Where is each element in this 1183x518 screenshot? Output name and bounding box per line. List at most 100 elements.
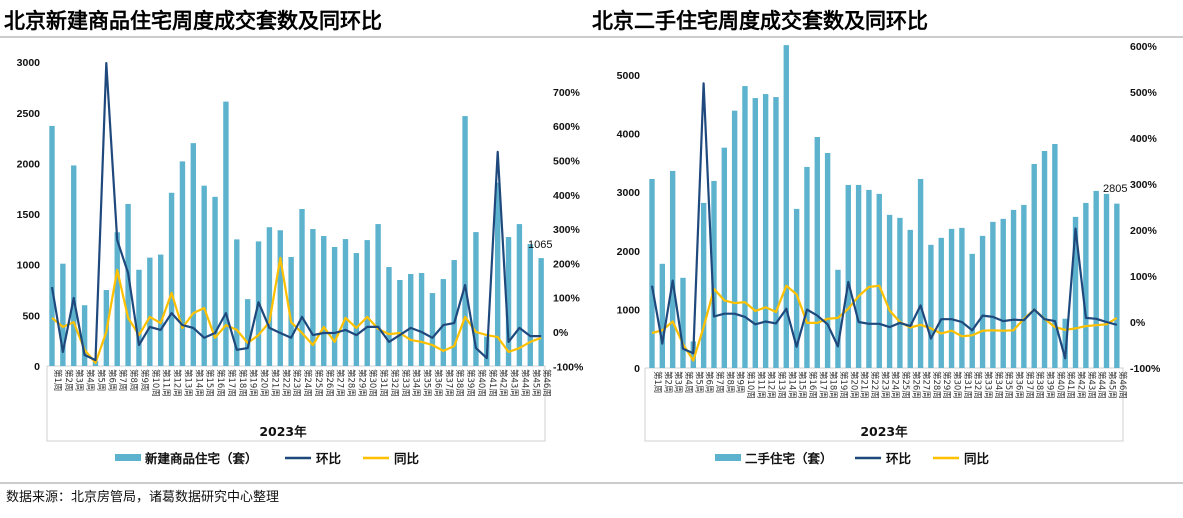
data-label-last-bar: 1065 [528, 239, 552, 251]
legend-swatch-bar [115, 454, 141, 461]
x-tick-label: 第37周 [443, 369, 454, 397]
right-axis-tick-label: 400% [553, 190, 581, 202]
x-tick-label: 第14周 [193, 369, 204, 397]
bar-第7周 [711, 180, 717, 368]
chart-title-resale-homes: 北京二手住宅周度成交套数及同环比 [592, 9, 928, 33]
x-tick-label: 第24周 [302, 369, 313, 397]
bar-第7周 [114, 232, 120, 366]
x-tick-label: 第32周 [972, 371, 983, 399]
data-label-last-bar: 2805 [1103, 183, 1127, 195]
bar-第42周 [1072, 216, 1079, 368]
x-tick-label: 第31周 [962, 371, 973, 399]
right-axis-tick-label: 200% [1130, 225, 1158, 237]
right-axis-tick-label: -100% [553, 361, 584, 373]
x-tick-label: 第23周 [291, 369, 302, 397]
x-tick-label: 第21周 [859, 371, 870, 399]
x-tick-label: 第38周 [1034, 371, 1045, 399]
bar-第25周 [310, 229, 316, 366]
bar-第14周 [783, 45, 789, 368]
bar-第33周 [397, 279, 403, 366]
x-tick-label: 第36周 [1014, 371, 1025, 399]
x-tick-label: 第19周 [838, 371, 849, 399]
x-tick-label: 第4周 [683, 371, 694, 393]
bar-第46周 [538, 258, 544, 366]
x-tick-label: 第44周 [519, 369, 530, 397]
x-tick-label: 第28周 [931, 371, 942, 399]
x-tick-label: 第9周 [139, 369, 150, 391]
x-tick-label: 第12周 [172, 369, 183, 397]
x-tick-label: 第35周 [422, 369, 433, 397]
bar-第36周 [429, 293, 436, 366]
bar-第13周 [179, 161, 186, 366]
line-series-mom [50, 62, 542, 362]
x-tick-label: 第34周 [411, 369, 422, 397]
x-tick-label: 第7周 [117, 369, 128, 391]
x-tick-label: 第17周 [817, 371, 828, 399]
bar-第24周 [886, 214, 893, 368]
bar-第40周 [473, 232, 479, 366]
bar-第46周 [1114, 203, 1120, 368]
bar-第39周 [1041, 151, 1048, 368]
x-tick-label: 第18周 [237, 369, 248, 397]
bar-第25周 [897, 217, 903, 368]
chart-title-new-homes: 北京新建商品住宅周度成交套数及同环比 [4, 9, 382, 33]
bar-第13周 [773, 97, 779, 368]
bar-第2周 [60, 263, 66, 366]
left-axis-tick-label: 2500 [17, 108, 41, 120]
x-tick-label: 第46周 [1117, 371, 1128, 399]
bar-第41周 [1062, 318, 1068, 368]
x-tick-label: 第5周 [693, 371, 704, 393]
left-axis-tick-label: 500 [22, 310, 40, 322]
right-axis-tick-label: 500% [553, 156, 581, 168]
bar-第29周 [938, 237, 944, 368]
x-tick-label: 第40周 [1055, 371, 1066, 399]
bar-第20周 [845, 184, 851, 368]
x-tick-label: 第40周 [476, 369, 487, 397]
x-tick-label: 第35周 [1003, 371, 1014, 399]
x-tick-label: 第46周 [541, 369, 552, 397]
legend-label-bar: 新建商品住宅（套） [145, 451, 258, 466]
x-tick-label: 第11周 [161, 369, 172, 397]
right-axis-tick-label: -100% [1130, 363, 1161, 375]
left-axis-tick-label: 2000 [17, 158, 41, 170]
x-tick-label: 第27周 [921, 371, 932, 399]
x-tick-label: 第29周 [941, 371, 952, 399]
x-tick-label: 第41周 [1065, 371, 1076, 399]
x-tick-label: 第33周 [983, 371, 994, 399]
x-tick-label: 第1周 [52, 369, 63, 391]
bar-第31周 [375, 224, 381, 366]
bar-第45周 [1103, 193, 1110, 368]
bar-第8周 [125, 203, 131, 366]
bar-第23周 [288, 257, 294, 366]
x-tick-label: 第8周 [724, 371, 735, 393]
x-tick-label: 第15周 [204, 369, 215, 397]
left-axis-tick-label: 2000 [617, 246, 641, 258]
bar-第34周 [990, 221, 996, 368]
right-axis-tick-label: 300% [1130, 179, 1158, 191]
bar-第30周 [364, 240, 370, 366]
x-tick-label: 第36周 [432, 369, 443, 397]
right-axis-tick-label: 100% [1130, 271, 1158, 283]
bar-第30周 [948, 228, 955, 368]
bar-第40周 [1052, 143, 1058, 368]
bar-第18周 [234, 239, 240, 366]
x-tick-label: 第10周 [150, 369, 161, 397]
bar-第43周 [1083, 202, 1089, 368]
bar-第19周 [244, 299, 251, 366]
bar-第5周 [690, 341, 697, 368]
x-tick-label: 第37周 [1024, 371, 1035, 399]
left-axis-tick-label: 3000 [17, 57, 41, 69]
bar-第3周 [669, 170, 676, 368]
source-note: 数据来源：北京房管局，诸葛数据研究中心整理 [6, 489, 279, 505]
right-axis-tick-label: 200% [553, 258, 581, 270]
bar-第12周 [168, 192, 175, 366]
bar-第14周 [190, 143, 197, 366]
x-tick-label: 第43周 [509, 369, 520, 397]
x-tick-label: 第42周 [1076, 371, 1087, 399]
bar-第34周 [408, 274, 414, 366]
x-tick-label: 第29周 [356, 369, 367, 397]
bar-第37周 [440, 279, 447, 366]
x-tick-label: 第45周 [1107, 371, 1118, 399]
legend-swatch-bar [715, 454, 741, 461]
